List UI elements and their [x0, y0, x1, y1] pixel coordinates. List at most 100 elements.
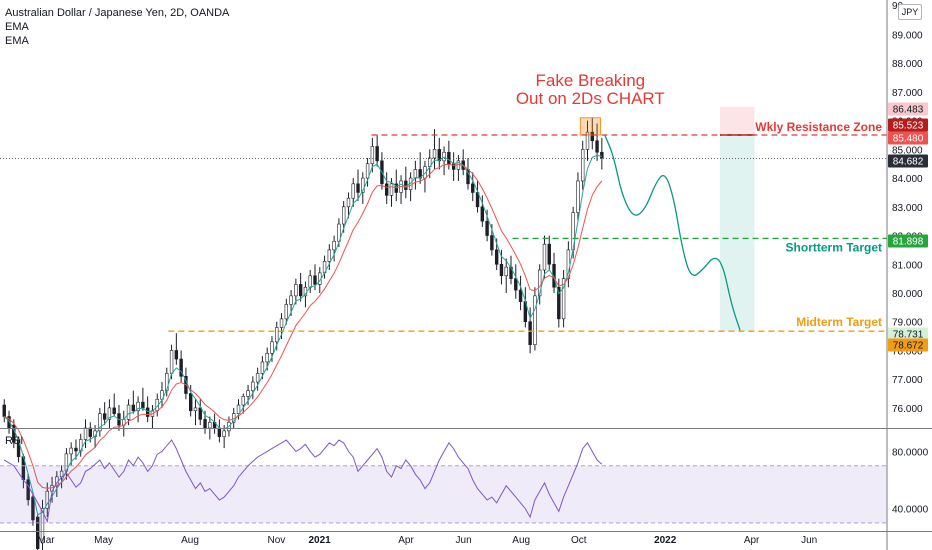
candle-body — [31, 496, 35, 521]
candle-body — [265, 353, 269, 363]
candle — [351, 178, 355, 207]
candle-body — [251, 381, 255, 391]
candle-body — [255, 373, 260, 383]
candle-body — [447, 151, 451, 165]
candle-body — [260, 361, 265, 374]
candle-body — [165, 373, 169, 391]
ema-indicator-2[interactable]: EMA — [5, 35, 29, 47]
candle-body — [26, 479, 30, 501]
candle-body — [432, 149, 437, 159]
rsi-tick-label: 80.0000 — [892, 447, 929, 458]
price-tag-value: 78.731 — [893, 330, 924, 341]
candle — [365, 157, 370, 187]
candle — [40, 499, 45, 550]
candle — [480, 195, 485, 227]
candle-body — [69, 447, 73, 455]
candle-body — [45, 490, 49, 509]
candle-body — [537, 269, 542, 297]
candle — [294, 278, 298, 305]
price-tag: 78.672 — [888, 338, 928, 352]
candle-body — [557, 286, 561, 320]
candle — [547, 235, 551, 271]
candle-body — [327, 249, 332, 262]
candle-body — [236, 404, 241, 414]
candle-body — [504, 266, 508, 277]
candle — [600, 137, 604, 170]
candle — [241, 393, 245, 414]
candle-body — [275, 327, 279, 343]
candle-body — [542, 243, 547, 271]
shortterm-label: Shortterm Target — [786, 240, 882, 254]
rsi-label: RSI — [5, 435, 23, 447]
ema-indicator-1[interactable]: EMA — [5, 21, 29, 33]
price-tag-value: 86.483 — [893, 105, 924, 116]
time-tick-label: 2022 — [654, 535, 677, 546]
price-tick-label: 87.000 — [892, 88, 923, 99]
price-tag-value: 84.682 — [893, 157, 924, 168]
candle-body — [2, 404, 6, 417]
candle — [98, 407, 102, 437]
candle-body — [112, 407, 116, 414]
ema-slow-line — [3, 163, 603, 489]
ema-fast-line — [3, 154, 602, 516]
price-tag: 84.682 — [888, 154, 928, 168]
price-tick-label-top: 90 — [892, 1, 904, 12]
candle-body — [341, 206, 346, 225]
price-tag: 85.523 — [888, 118, 928, 132]
currency-badge[interactable]: JPY — [898, 4, 922, 20]
candle-body — [88, 427, 92, 437]
symbol-title[interactable]: Australian Dollar / Japanese Yen, 2D, OA… — [5, 7, 230, 19]
candle — [375, 135, 379, 167]
rsi-band — [0, 465, 887, 523]
price-tick-label: 84.000 — [892, 174, 923, 185]
candle-body — [107, 407, 112, 420]
candle-body — [576, 180, 580, 213]
time-tick-label: Nov — [268, 535, 286, 546]
candle-body — [98, 413, 102, 432]
price-tick-label: 80.000 — [892, 289, 923, 300]
candle — [361, 172, 365, 204]
candle-body — [188, 393, 193, 412]
candle-body — [590, 131, 594, 142]
candle-body — [514, 278, 518, 291]
candle-body — [585, 131, 590, 150]
candle-body — [40, 508, 45, 544]
price-tick-label: 83.000 — [892, 203, 923, 214]
candle-body — [289, 295, 293, 305]
time-tick-label: Mar — [37, 535, 55, 546]
candle-body — [198, 407, 202, 420]
candle-body — [136, 401, 140, 412]
candle — [514, 264, 518, 299]
candle — [107, 399, 112, 428]
time-axis: Mar May Aug Nov 2021 Apr Jun Aug Oct 2022 Apr Jun — [0, 531, 932, 546]
candle-body — [284, 304, 289, 320]
time-tick-label: May — [94, 535, 113, 546]
candle — [198, 399, 202, 426]
candle — [432, 129, 437, 170]
candle-body — [389, 183, 394, 196]
candle — [533, 287, 537, 351]
price-tag-bg — [888, 118, 928, 132]
rsi-pane[interactable]: RSI — [0, 428, 932, 524]
candle — [174, 333, 179, 365]
time-tick-label: 2021 — [308, 535, 331, 546]
candle-body — [361, 177, 365, 193]
candle-body — [528, 321, 532, 345]
candle-body — [332, 240, 336, 251]
candle-body — [600, 151, 604, 159]
candle-body — [313, 275, 317, 285]
candle-body — [294, 284, 298, 297]
rsi-line — [3, 439, 603, 524]
candle-body — [499, 263, 504, 277]
candle — [518, 275, 523, 311]
price-tag-bg — [888, 131, 928, 145]
price-tag: 85.480 — [888, 131, 928, 145]
candle — [165, 367, 169, 397]
candle-body — [365, 163, 370, 179]
candle — [581, 140, 585, 190]
price-tag: 78.731 — [888, 327, 928, 341]
candle-body — [169, 350, 174, 374]
candle-body — [270, 341, 274, 354]
